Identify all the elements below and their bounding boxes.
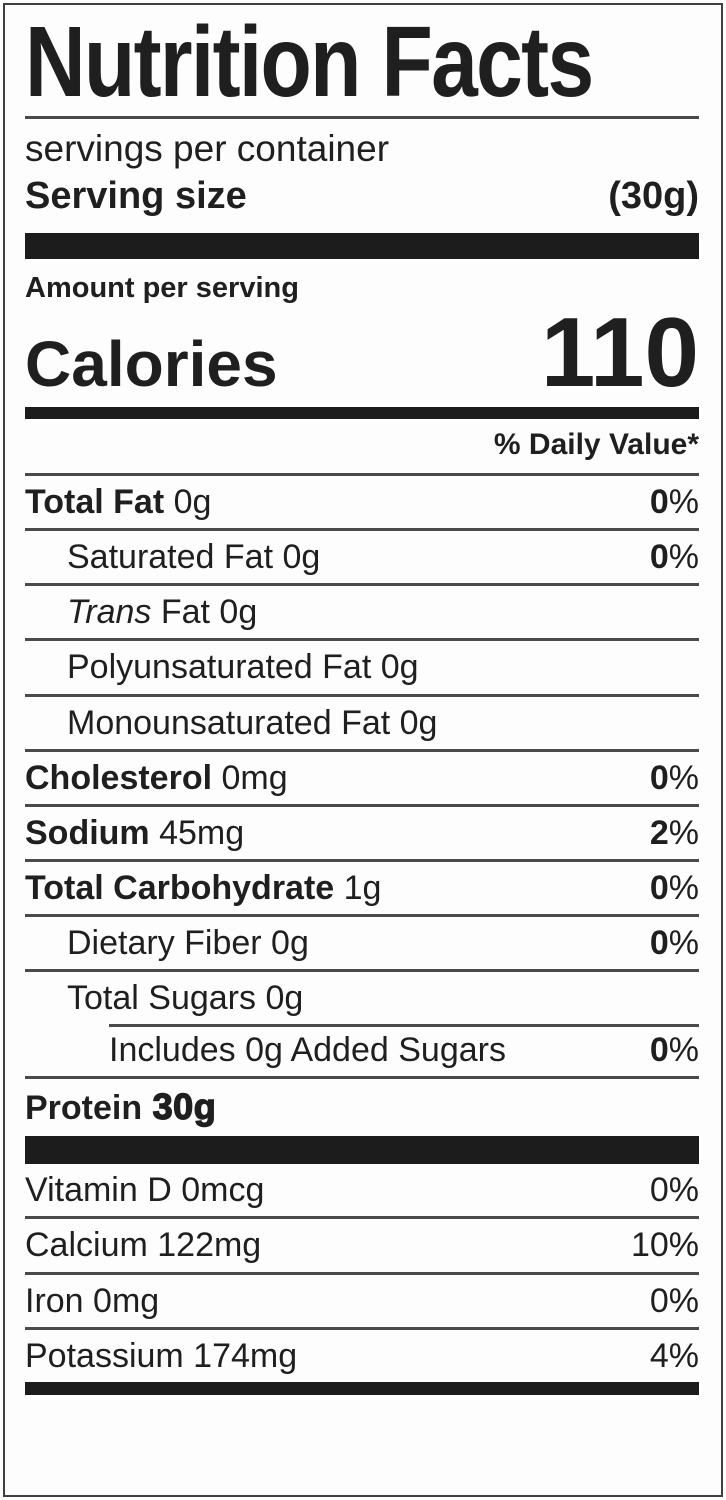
micronutrient-row-vitamin-d: Vitamin D 0mcg 0%: [25, 1164, 699, 1216]
nutrient-name: Vitamin D 0mcg: [25, 1171, 265, 1210]
medium-separator-bar: [25, 407, 699, 420]
nutrient-row-total-sugars: Total Sugars 0g: [25, 969, 699, 1024]
nutrient-name: Trans Fat 0g: [67, 593, 258, 632]
nutrient-name: Protein 30g: [25, 1086, 217, 1128]
calories-value: 110: [540, 297, 699, 407]
title-divider: [25, 116, 699, 119]
nutrient-row-polyunsaturated-fat: Polyunsaturated Fat 0g: [25, 638, 699, 693]
nutrient-row-cholesterol: Cholesterol 0mg 0%: [25, 748, 699, 804]
nutrient-name: Polyunsaturated Fat 0g: [67, 648, 419, 687]
serving-size-row: Serving size (30g): [25, 175, 699, 218]
dv-value: 4%: [649, 1336, 699, 1375]
calories-label: Calories: [25, 328, 278, 400]
micronutrient-row-calcium: Calcium 122mg 10%: [25, 1216, 699, 1271]
nutrient-name: Potassium 174mg: [25, 1336, 298, 1375]
dv-value: 2%: [649, 813, 699, 852]
nutrient-row-sodium: Sodium 45mg 2%: [25, 803, 699, 859]
servings-per-container: servings per container: [25, 128, 390, 169]
nutrient-name: Cholesterol 0mg: [25, 758, 288, 797]
nutrient-name: Includes 0g Added Sugars: [109, 1031, 506, 1070]
thick-separator-bar: [25, 233, 699, 259]
dv-value: 0%: [649, 923, 699, 962]
daily-value-header: % Daily Value*: [493, 428, 699, 462]
nutrient-row-trans-fat: Trans Fat 0g: [25, 583, 699, 638]
label-title: Nutrition Facts: [25, 6, 594, 118]
nutrient-name: Sodium 45mg: [25, 813, 245, 852]
nutrient-row-total-fat: Total Fat 0g 0%: [25, 473, 699, 528]
dv-value: 0%: [649, 1171, 699, 1210]
nutrient-name: Total Fat 0g: [25, 483, 212, 522]
nutrient-name: Monounsaturated Fat 0g: [67, 703, 438, 742]
micronutrient-row-iron: Iron 0mg 0%: [25, 1271, 699, 1327]
dv-value: 0%: [649, 538, 699, 577]
micronutrient-row-potassium: Potassium 174mg 4%: [25, 1326, 699, 1382]
dv-value: 0%: [649, 868, 699, 907]
nutrient-row-total-carbohydrate: Total Carbohydrate 1g 0%: [25, 858, 699, 914]
nutrient-row-monounsaturated-fat: Monounsaturated Fat 0g: [25, 693, 699, 749]
serving-size-value: (30g): [608, 175, 699, 217]
calories-row: Calories 110: [25, 297, 699, 407]
serving-size-label: Serving size: [25, 175, 247, 217]
amount-per-serving-label: Amount per serving: [25, 272, 299, 304]
nutrient-name: Iron 0mg: [25, 1281, 160, 1320]
nutrition-facts-label: Nutrition Facts servings per container S…: [3, 3, 723, 1497]
thick-separator-bar: [25, 1136, 699, 1165]
nutrient-row-saturated-fat: Saturated Fat 0g 0%: [25, 528, 699, 583]
nutrient-row-dietary-fiber: Dietary Fiber 0g 0%: [25, 913, 699, 969]
dv-value: 10%: [630, 1226, 699, 1265]
dv-value: 0%: [649, 1281, 699, 1320]
dv-value: 0%: [649, 758, 699, 797]
dv-value: 0%: [649, 483, 699, 522]
nutrient-name: Dietary Fiber 0g: [67, 923, 309, 962]
dv-value: 0%: [649, 1031, 699, 1070]
nutrient-row-protein: Protein 30g: [25, 1076, 699, 1134]
bottom-separator-bar: [25, 1381, 699, 1395]
nutrient-name: Total Carbohydrate 1g: [25, 868, 382, 907]
nutrient-row-added-sugars: Includes 0g Added Sugars 0%: [25, 1024, 699, 1076]
nutrient-name: Total Sugars 0g: [67, 979, 304, 1018]
nutrient-name: Saturated Fat 0g: [67, 538, 321, 577]
nutrient-name: Calcium 122mg: [25, 1226, 262, 1265]
